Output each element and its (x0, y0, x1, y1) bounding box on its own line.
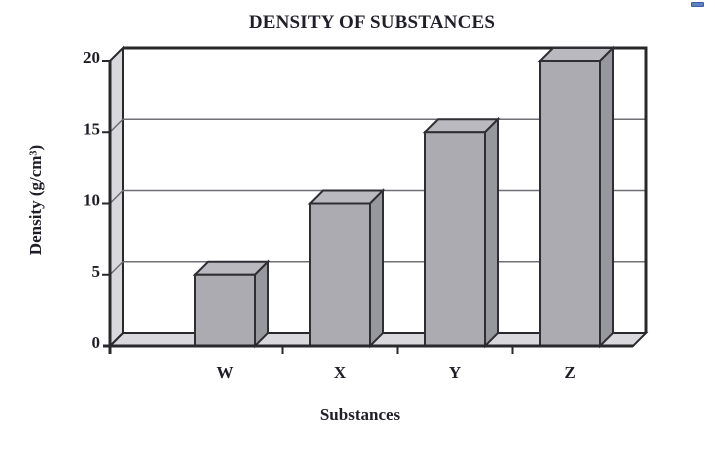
bar-X (307, 188, 386, 349)
wall-tick-15 (109, 118, 124, 133)
scan-artifact-blue-dash (691, 2, 704, 7)
wall-tick-5 (109, 261, 124, 276)
y-tick-label-15: 15 (83, 119, 100, 138)
bar-front-face (309, 202, 371, 347)
bar-front-face (194, 273, 256, 347)
back-wall-border (123, 46, 648, 333)
x-category-label-Z: Z (564, 363, 575, 382)
bar-side-face (484, 116, 499, 349)
y-tick-label-5: 5 (92, 262, 101, 281)
y-tick-label-10: 10 (83, 191, 100, 210)
bar-side-face (599, 45, 614, 349)
chart-bars (192, 45, 616, 349)
chart-title: DENSITY OF SUBSTANCES (248, 12, 496, 33)
chart-axes (102, 60, 633, 354)
y-tick-label-20: 20 (83, 48, 100, 67)
chart-tick-labels: 0 5 10 15 20 W X Y Z (83, 48, 576, 382)
x-category-label-W: W (217, 363, 234, 382)
y-axis-title: Density (g/cm³) (26, 144, 45, 256)
bar-front-face (424, 131, 486, 347)
bar-Y (422, 116, 501, 349)
x-axis-title: Substances (319, 405, 401, 424)
bar-front-face (539, 60, 601, 347)
x-category-label-Y: Y (449, 363, 461, 382)
y-tick-label-0: 0 (92, 333, 101, 352)
wall-tick-10 (109, 189, 124, 205)
bar-side-face (369, 188, 384, 349)
bar-Z (537, 45, 616, 349)
x-category-label-X: X (334, 363, 347, 382)
bar-side-face (254, 259, 269, 349)
bar-W (192, 259, 271, 349)
